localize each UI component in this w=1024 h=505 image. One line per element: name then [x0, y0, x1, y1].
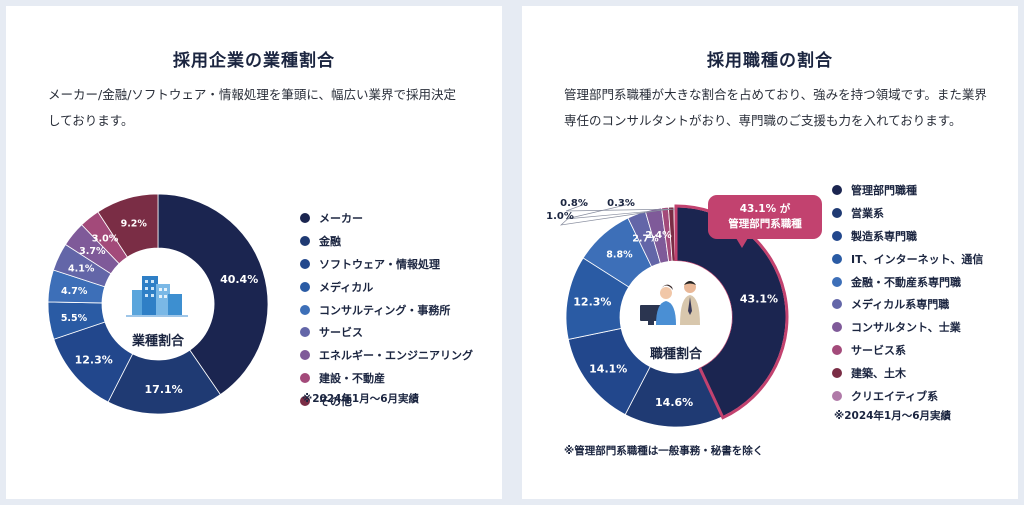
donut-value-label-6: 2.4% [645, 230, 672, 241]
legend-item-4: 金融・不動産系専門職 [832, 270, 983, 293]
legend-swatch [832, 230, 842, 241]
legend-label: ソフトウェア・情報処理 [319, 257, 440, 271]
legend-label: 営業系 [851, 207, 884, 221]
legend-label: メディカル系専門職 [851, 298, 950, 312]
legend-swatch [832, 322, 842, 333]
legend-label: メーカー [319, 212, 363, 226]
legend-swatch [832, 390, 842, 401]
legend-swatch [832, 208, 842, 219]
leader-line-8 [565, 202, 672, 212]
legend-item-0: メーカー [300, 207, 473, 230]
donut-value-label-6: 3.7% [79, 246, 106, 257]
legend-label: クリエイティブ系 [851, 389, 939, 403]
job-type-legend: 管理部門職種 営業系製造系専門職 IT、インターネット、通信 金融・不動産系専門職 メデ… [832, 179, 983, 407]
legend-item-5: サービス [300, 321, 473, 344]
legend-swatch [300, 258, 310, 269]
legend-label: 管理部門職種 [851, 184, 917, 198]
donut-value-label-9: 0.3% [607, 198, 635, 209]
business-people-icon [640, 281, 700, 325]
donut-value-label-1: 17.1% [145, 383, 183, 396]
legend-label: 金融・不動産系専門職 [851, 275, 961, 289]
donut-value-label-1: 14.6% [655, 396, 693, 409]
legend-item-1: 金融 [300, 230, 473, 253]
legend-item-1: 営業系 [832, 202, 983, 225]
industry-panel-title: 採用企業の業種割合 [173, 51, 335, 71]
legend-label: IT、インターネット、通信 [851, 252, 984, 266]
legend-swatch [300, 304, 310, 315]
donut-value-label-3: 12.3% [573, 296, 611, 309]
donut-value-label-0: 40.4% [220, 273, 258, 286]
legend-item-7: 建設・不動産 [300, 367, 473, 390]
legend-swatch [832, 344, 842, 355]
donut-value-label-2: 14.1% [589, 362, 627, 375]
legend-label: サービス [319, 326, 363, 340]
job-type-panel-description: 管理部門系職種が大きな割合を占めており、強みを持つ領域です。また業界専任のコンサ… [564, 87, 987, 128]
industry-panel-description: メーカー/金融/ソフトウェア・情報処理を筆頭に、幅広い業界で採用決定しております… [48, 87, 457, 128]
legend-label: サービス系 [851, 343, 906, 357]
legend-label: メディカル [319, 280, 374, 294]
highlight-callout: 43.1% が 管理部門系職種 [708, 195, 822, 248]
legend-swatch [300, 327, 310, 338]
industry-footnote: ※2024年1月～6月実績 [302, 393, 420, 405]
legend-item-6: エネルギー・エンジニアリング [300, 344, 473, 367]
legend-swatch [300, 350, 310, 361]
donut-value-label-2: 12.3% [75, 354, 113, 367]
donut-value-label-0: 43.1% [740, 293, 778, 306]
legend-label: 金融 [319, 235, 341, 249]
callout-line-1: 43.1% が [739, 203, 791, 215]
industry-legend: メーカー金融ソフトウェア・情報処理 メディカルコンサルティング・事務所 サービスエネ… [300, 207, 473, 412]
leader-line-9 [565, 202, 676, 220]
legend-swatch [300, 281, 310, 292]
legend-swatch [832, 276, 842, 287]
legend-item-0: 管理部門職種 [832, 179, 983, 202]
legend-item-2: ソフトウェア・情報処理 [300, 253, 473, 276]
legend-swatch [832, 253, 842, 264]
donut-value-label-4: 4.7% [61, 286, 88, 297]
legend-swatch [832, 185, 842, 196]
legend-item-6: コンサルタント、士業 [832, 316, 983, 339]
legend-item-5: メディカル系専門職 [832, 293, 983, 316]
donut-value-label-4: 8.8% [606, 250, 633, 261]
legend-label: エネルギー・エンジニアリング [319, 349, 473, 363]
buildings-icon [126, 276, 188, 317]
legend-swatch [300, 213, 310, 224]
legend-label: コンサルティング・事務所 [319, 303, 451, 317]
callout-line-2: 管理部門系職種 [728, 218, 802, 230]
legend-item-8: 建築、土木 [832, 361, 983, 384]
legend-item-8: その他 [300, 389, 473, 412]
legend-swatch [832, 367, 842, 378]
donut-center [620, 261, 732, 373]
legend-item-4: コンサルティング・事務所 [300, 298, 473, 321]
legend-item-9: クリエイティブ系 [832, 384, 983, 407]
industry-donut-chart: 40.4%17.1%12.3%5.5%4.7%4.1%3.7%3.0%9.2% … [47, 193, 269, 415]
legend-label: コンサルタント、士業 [851, 321, 961, 335]
legend-label: 製造系専門職 [851, 229, 917, 243]
legend-label: その他 [319, 394, 352, 408]
donut-value-label-8: 0.8% [560, 198, 588, 209]
legend-swatch [300, 372, 310, 383]
legend-swatch [300, 395, 310, 406]
job-type-donut-chart: 43.1% 14.6% 14.1% 12.3% 8.8% 2.7%2.4% 1.0% 0.8%… [546, 198, 789, 428]
donut-value-label-3: 5.5% [61, 313, 88, 324]
legend-swatch [832, 299, 842, 310]
job-type-panel-title: 採用職種の割合 [707, 51, 833, 71]
legend-item-3: メディカル [300, 275, 473, 298]
job-type-center-label: 職種割合 [650, 346, 703, 362]
donut-value-label-5: 4.1% [68, 264, 95, 275]
job-type-footnote: ※2024年1月～6月実績 [834, 410, 952, 422]
industry-panel: 採用企業の業種割合 メーカー/金融/ソフトウェア・情報処理を筆頭に、幅広い業界で… [6, 6, 502, 499]
legend-label: 建設・不動産 [319, 371, 385, 385]
legend-item-7: サービス系 [832, 339, 983, 362]
donut-value-label-7: 1.0% [546, 211, 574, 222]
donut-value-label-7: 3.0% [92, 233, 119, 244]
donut-value-label-8: 9.2% [121, 219, 148, 230]
legend-item-2: 製造系専門職 [832, 225, 983, 248]
donut-value-label-5: 2.7% [632, 234, 659, 245]
legend-label: 建築、土木 [851, 366, 906, 380]
industry-center-label: 業種割合 [131, 333, 185, 349]
job-type-footnote-2: ※管理部門系職種は一般事務・秘書を除く [564, 445, 764, 457]
job-type-panel: 採用職種の割合 管理部門系職種が大きな割合を占めており、強みを持つ領域です。また… [522, 6, 1018, 499]
legend-item-3: IT、インターネット、通信 [832, 247, 983, 270]
legend-swatch [300, 236, 310, 247]
